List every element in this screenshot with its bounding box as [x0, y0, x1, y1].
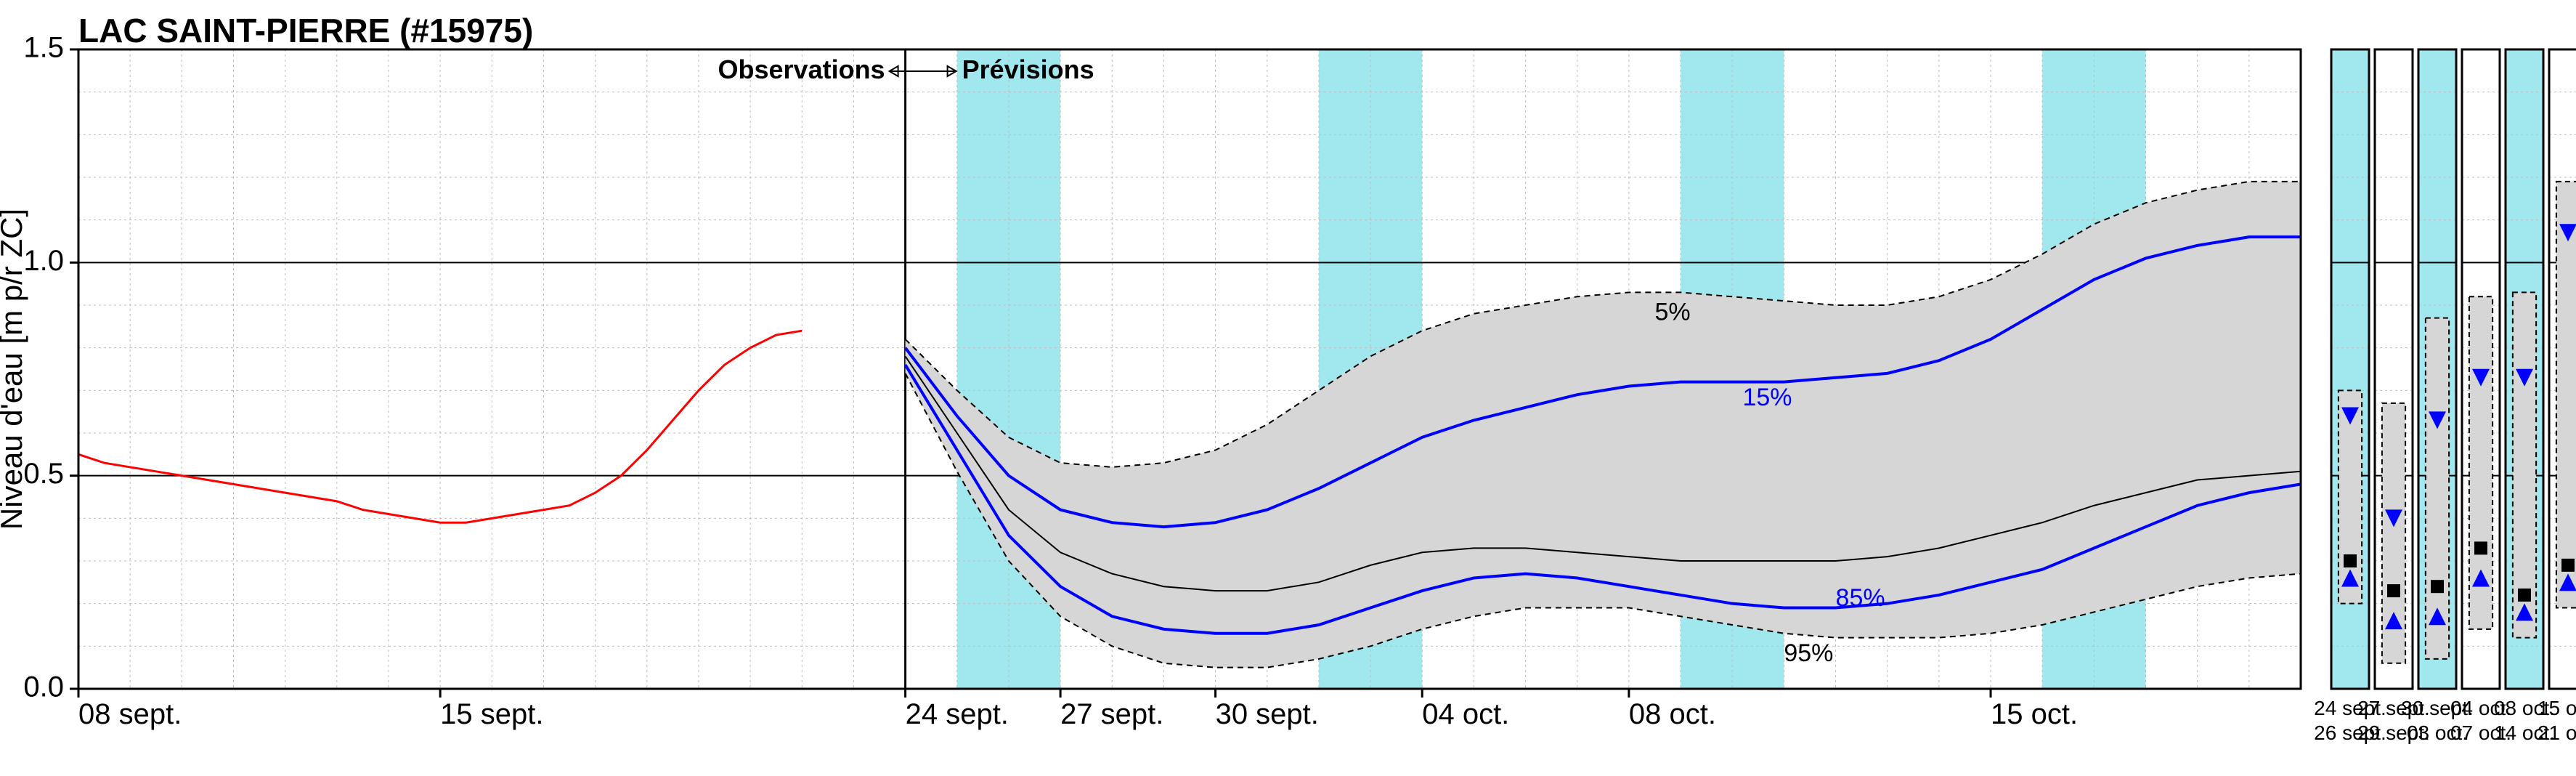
forecast-band — [906, 182, 2301, 668]
percentile-label: 95% — [1784, 639, 1833, 667]
panel-label-bot: 21 oct. — [2538, 722, 2576, 744]
xtick-label: 24 sept. — [906, 698, 1009, 730]
marker-median — [2474, 541, 2487, 554]
summary-box — [2556, 182, 2576, 608]
ytick-label: 0.0 — [23, 671, 64, 703]
marker-median — [2344, 554, 2357, 567]
percentile-label: 5% — [1654, 299, 1690, 326]
xtick-label: 15 sept. — [440, 698, 543, 730]
xtick-label: 30 sept. — [1216, 698, 1319, 730]
summary-panel: 04 oct.07 oct. — [2450, 49, 2511, 744]
percentile-label: 15% — [1742, 384, 1792, 411]
marker-median — [2518, 589, 2531, 602]
chart-title: LAC SAINT-PIERRE (#15975) — [78, 12, 533, 49]
water-level-chart: LAC SAINT-PIERRE (#15975) 5% 15% 85%95% Obse… — [0, 0, 2576, 776]
xtick-label: 04 oct. — [1422, 698, 1509, 730]
xtick-label: 08 oct. — [1629, 698, 1716, 730]
summary-box — [2513, 292, 2536, 637]
marker-median — [2387, 584, 2400, 597]
marker-median — [2431, 580, 2444, 593]
ytick-label: 0.5 — [23, 458, 64, 490]
ytick-label: 1.5 — [23, 32, 64, 64]
xtick-label: 08 sept. — [78, 698, 182, 730]
percentile-label: 85% — [1836, 584, 1885, 612]
marker-median — [2561, 559, 2575, 572]
summary-panel: 08 oct.14 oct. — [2494, 49, 2555, 744]
xtick-label: 15 oct. — [1991, 698, 2078, 730]
ytick-label: 1.0 — [23, 245, 64, 277]
xtick-label: 27 sept. — [1060, 698, 1163, 730]
y-axis-label: Niveau d'eau [m p/r ZC] — [0, 209, 28, 530]
observations-label: Observations — [718, 54, 885, 84]
panel-label-top: 15 oct. — [2538, 697, 2576, 719]
previsions-label: Prévisions — [962, 54, 1094, 84]
